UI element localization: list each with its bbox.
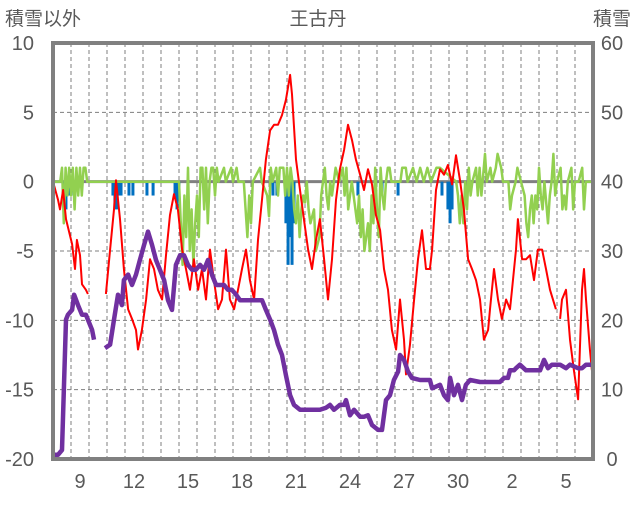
snow-depth-line [53,229,592,458]
snow-decrease-bar [448,181,452,224]
snow-decrease-bar [127,181,131,196]
snow-decrease-bar [356,181,360,196]
right-tick-label: 20 [601,310,623,332]
x-axis-ticks: 9 12 15 18 21 24 27 30 2 5 [74,471,571,493]
left-tick-label: -5 [16,241,34,263]
right-tick-label: 30 [601,241,623,263]
right-tick-label: 0 [606,449,617,471]
plot-frame [51,41,595,461]
snow-decrease-bar [284,181,288,224]
snow-decrease-bar [117,181,121,196]
x-tick-label: 15 [177,471,199,493]
chart-title: 王古丹 [289,8,346,30]
snow-decrease-bar [145,181,149,196]
snow-decrease-bar [151,181,155,196]
x-tick-label: 18 [231,471,253,493]
snow-decrease-bar [440,181,444,196]
snow-decrease-bar [271,181,275,196]
left-tick-label: 0 [23,172,34,194]
snow-decrease-bar [111,181,115,196]
x-tick-label: 12 [123,471,145,493]
snow-decrease-bar [173,181,177,196]
snow-decrease-bar [290,181,294,265]
temperature-line [52,73,593,401]
snow-decrease-bar [131,181,135,196]
x-tick-label: 21 [285,471,307,493]
right-axis-ticks: 60 50 40 30 20 10 0 [601,33,623,471]
right-tick-label: 60 [601,33,623,55]
x-tick-label: 5 [560,471,571,493]
snow-decrease-bar [450,181,454,210]
snow-decrease-bar [175,181,179,210]
other-line [53,152,593,267]
snow-decrease-bar [446,181,450,210]
left-axis-label: 積雪以外 [5,8,81,30]
snow-decrease-bar [288,181,292,238]
x-tick-label: 30 [447,471,469,493]
snow-decrease-bar [119,181,123,196]
left-tick-label: -20 [5,449,34,471]
right-tick-label: 10 [601,380,623,402]
snow-decrease-bar [64,181,68,210]
x-tick-label: 9 [74,471,85,493]
snow-decrease-bar [286,181,290,265]
left-tick-label: -10 [5,310,34,332]
left-tick-label: -15 [5,380,34,402]
x-tick-label: 24 [339,471,361,493]
left-tick-label: 10 [12,33,34,55]
left-tick-label: 5 [23,102,34,124]
right-axis-label: 積雪 [593,8,631,30]
left-axis-ticks: 10 5 0 -5 -10 -15 -20 [5,33,34,471]
right-tick-label: 50 [601,102,623,124]
right-tick-label: 40 [601,172,623,194]
snow-decrease-bar [396,181,400,196]
line-series [52,73,593,458]
x-tick-label: 2 [506,471,517,493]
x-tick-label: 27 [393,471,415,493]
